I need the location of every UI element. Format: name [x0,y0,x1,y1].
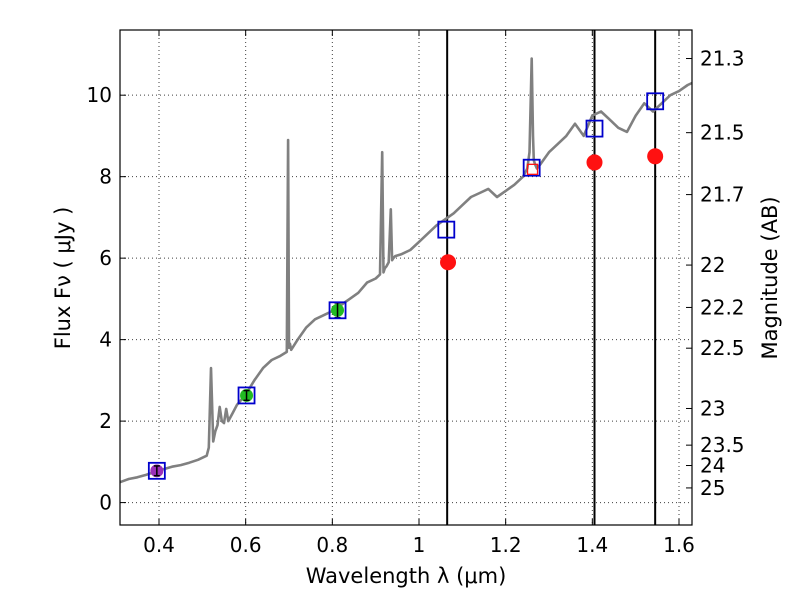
x-tick-label: 0.6 [230,533,262,557]
y-tick-label: 2 [99,409,112,433]
right-tick-label: 22 [700,253,725,277]
x-tick-label: 1.2 [490,533,522,557]
right-tick-label: 22.5 [700,336,745,360]
right-tick-label: 23.5 [700,433,745,457]
right-tick-label: 25 [700,476,725,500]
model-square [522,158,541,177]
y-axis-title: Flux Fν ( μJy ) [51,207,75,350]
x-tick-label: 1.6 [663,533,695,557]
model-square [328,301,347,320]
right-tick-label: 22.2 [700,295,745,319]
nir-point [586,154,603,171]
model-square [437,220,456,239]
spectrum-line [119,57,693,484]
x-tick-label: 0.8 [316,533,348,557]
nir-point [647,148,664,165]
y-tick-label: 6 [99,246,112,270]
plot-frame [119,29,693,526]
model-square [147,461,166,480]
model-square [646,92,665,111]
x-tick-label: 0.4 [143,533,175,557]
right-tick-label: 24 [700,454,725,478]
y-axis-right-title: Magnitude (AB) [758,196,782,359]
right-tick-label: 21.7 [700,183,745,207]
x-axis-title: Wavelength λ (μm) [306,564,507,588]
model-square [585,119,604,138]
y-tick-label: 10 [87,83,112,107]
model-square [237,386,256,405]
right-tick-label: 23 [700,396,725,420]
nir-point [440,254,457,271]
x-tick-label: 1.4 [576,533,608,557]
y-tick-label: 4 [99,328,112,352]
x-tick-label: 1 [413,533,426,557]
tick-layer: 0.4 0.6 0.8 1 1.2 1.4 1.6024681021.321.521.722… [87,30,745,557]
grid-layer [120,30,692,525]
right-tick-label: 21.3 [700,47,745,71]
plot-layer [119,30,693,525]
small-marker [526,163,539,175]
y-tick-label: 8 [99,165,112,189]
right-tick-label: 21.5 [700,121,745,145]
y-tick-label: 0 [99,491,112,515]
